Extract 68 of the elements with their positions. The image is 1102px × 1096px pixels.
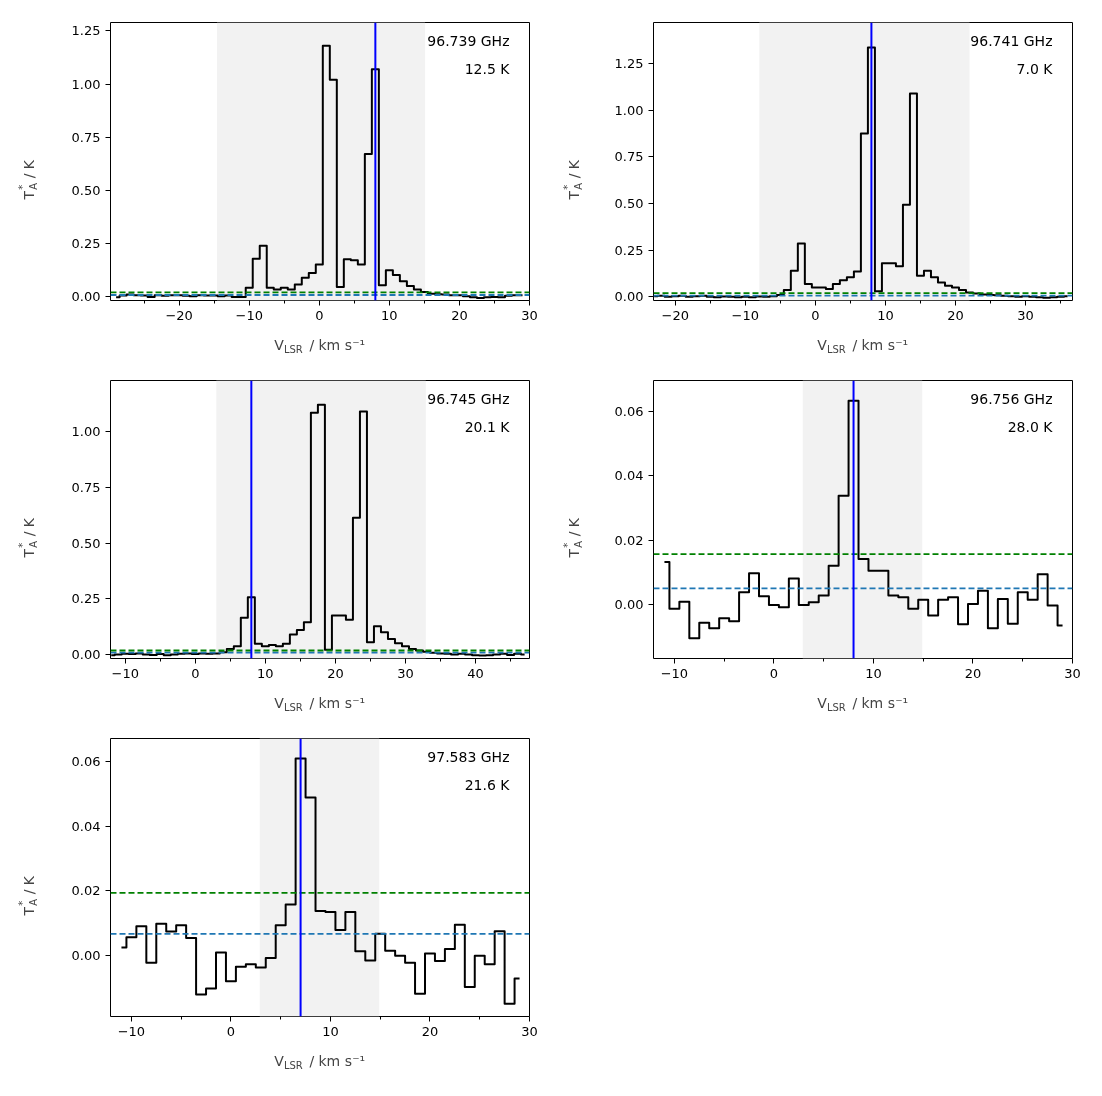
y-tick-label: 1.00 xyxy=(614,102,644,118)
y-axis-title: T*A / K xyxy=(562,159,584,201)
annotation: 28.0 K xyxy=(1007,418,1054,435)
x-tick-label: −20 xyxy=(661,307,689,323)
x-tick-label: −10 xyxy=(235,307,263,323)
x-tick-label: 20 xyxy=(451,307,468,323)
y-tick-label: 0.00 xyxy=(71,948,101,964)
annotation: 96.739 GHz xyxy=(427,32,510,49)
y-tick-label: 1.00 xyxy=(71,76,101,92)
x-tick-label: 0 xyxy=(811,307,820,323)
y-tick-label: 0.04 xyxy=(614,468,644,484)
y-tick-label: 0.06 xyxy=(614,403,644,419)
x-tick-label: 30 xyxy=(1064,665,1081,681)
x-tick-label: 30 xyxy=(1017,307,1034,323)
y-tick-label: 0.00 xyxy=(614,289,644,305)
annotation: 96.756 GHz xyxy=(970,390,1053,407)
y-tick-label: 0.06 xyxy=(71,753,101,769)
y-tick-label: 0.25 xyxy=(71,591,101,607)
x-tick-label: −10 xyxy=(111,665,139,681)
y-axis-title: T*A / K xyxy=(17,875,39,917)
x-tick-label: −10 xyxy=(117,1023,146,1039)
x-tick-label: 20 xyxy=(421,1023,439,1039)
y-tick-label: 1.00 xyxy=(71,424,101,440)
y-tick-label: 0.00 xyxy=(71,288,101,304)
y-tick-label: 0.25 xyxy=(614,242,644,258)
y-tick-label: 0.75 xyxy=(71,129,101,145)
y-tick-label: 0.50 xyxy=(71,182,101,198)
annotation: 12.5 K xyxy=(464,60,511,77)
y-axis-title: T*A / K xyxy=(17,159,39,201)
annotation: 7.0 K xyxy=(1016,60,1054,77)
x-tick-label: 10 xyxy=(865,665,882,681)
annotation: 20.1 K xyxy=(464,418,511,435)
x-tick-label: −10 xyxy=(660,665,689,681)
x-tick-label: 0 xyxy=(315,307,324,323)
y-tick-label: 0.00 xyxy=(71,646,101,662)
annotation: 96.745 GHz xyxy=(427,390,510,407)
y-tick-label: 1.25 xyxy=(71,23,101,39)
x-tick-label: 10 xyxy=(257,665,274,681)
x-tick-label: 10 xyxy=(322,1023,339,1039)
x-tick-label: 30 xyxy=(397,665,414,681)
y-axis-title: T*A / K xyxy=(17,517,39,559)
x-tick-label: 30 xyxy=(521,307,538,323)
x-tick-label: 0 xyxy=(769,665,779,681)
x-tick-label: 20 xyxy=(327,665,344,681)
x-tick-label: 40 xyxy=(467,665,484,681)
y-tick-label: 0.50 xyxy=(614,195,644,211)
x-tick-label: 10 xyxy=(877,307,894,323)
x-tick-label: 10 xyxy=(381,307,398,323)
x-tick-label: 30 xyxy=(521,1023,538,1039)
y-tick-label: 0.50 xyxy=(71,535,101,551)
annotation: 96.741 GHz xyxy=(970,32,1053,49)
y-tick-label: 0.25 xyxy=(71,235,101,251)
y-tick-label: 0.75 xyxy=(614,149,644,165)
annotation: 21.6 K xyxy=(464,776,511,793)
annotation: 97.583 GHz xyxy=(427,748,510,765)
y-tick-label: 0.04 xyxy=(71,818,101,834)
y-tick-label: 0.75 xyxy=(71,479,101,495)
y-tick-label: 0.02 xyxy=(614,532,644,548)
x-tick-label: −10 xyxy=(731,307,760,323)
y-axis-title: T*A / K xyxy=(562,517,584,559)
x-tick-label: 0 xyxy=(226,1023,236,1039)
x-tick-label: −20 xyxy=(165,307,193,323)
x-tick-label: 0 xyxy=(191,665,200,681)
y-tick-label: 0.00 xyxy=(614,597,644,613)
x-tick-label: 20 xyxy=(947,307,964,323)
y-tick-label: 1.25 xyxy=(614,56,644,72)
x-tick-label: 20 xyxy=(964,665,982,681)
y-tick-label: 0.02 xyxy=(71,883,101,899)
